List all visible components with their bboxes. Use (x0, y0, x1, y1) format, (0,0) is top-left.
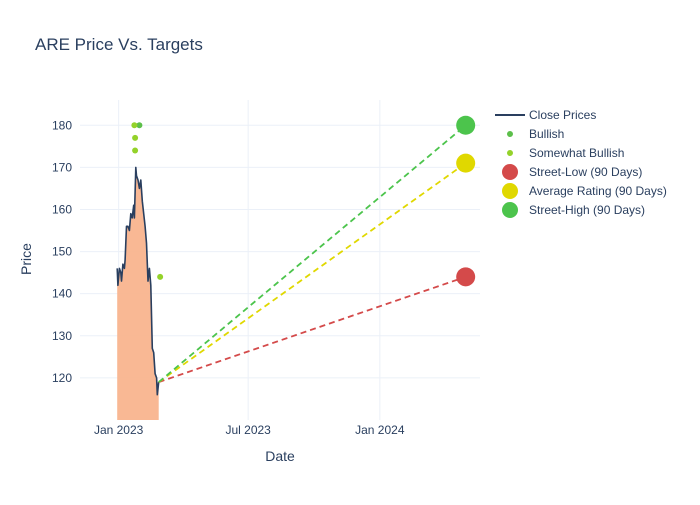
legend-item-label[interactable]: Close Prices (529, 108, 596, 122)
target-marker (456, 115, 476, 135)
target-marker (456, 153, 476, 173)
rating-marker (132, 147, 139, 154)
y-tick-label: 180 (52, 118, 72, 132)
x-tick-label: Jan 2024 (355, 423, 405, 437)
legend-item-label[interactable]: Average Rating (90 Days) (529, 184, 667, 198)
legend: Close Prices Bullish Somewhat Bullish Stree… (495, 108, 667, 218)
legend-item-label[interactable]: Bullish (529, 127, 564, 141)
axis-layer: 120 130 140 150 160 170 180 Jan 2023 Jul 2023 Jan… (52, 118, 405, 437)
x-axis-title: Date (265, 448, 295, 464)
y-tick-label: 150 (52, 245, 72, 259)
marker-layer (131, 115, 476, 287)
target-line (158, 275, 466, 383)
y-axis-title: Price (18, 243, 34, 275)
area-layer (117, 167, 159, 420)
legend-symbol (502, 183, 518, 199)
line-layer (116, 124, 467, 396)
rating-marker (132, 134, 139, 141)
legend-symbol (507, 150, 513, 156)
legend-item-label[interactable]: Street-High (90 Days) (529, 203, 645, 217)
y-tick-label: 170 (52, 160, 72, 174)
target-line (158, 124, 467, 383)
target-line (158, 162, 467, 383)
x-tick-label: Jan 2023 (94, 423, 144, 437)
legend-item-label[interactable]: Somewhat Bullish (529, 146, 624, 160)
y-tick-label: 160 (52, 202, 72, 216)
legend-symbol (502, 202, 518, 218)
close-price-area (117, 167, 159, 420)
target-marker (456, 267, 476, 287)
legend-item-label[interactable]: Street-Low (90 Days) (529, 165, 642, 179)
rating-marker (131, 122, 138, 129)
legend-symbol (507, 131, 513, 137)
y-tick-label: 130 (52, 329, 72, 343)
chart-title: ARE Price Vs. Targets (35, 35, 203, 54)
close-price-line (116, 166, 160, 396)
rating-marker (136, 122, 143, 129)
y-tick-label: 120 (52, 371, 72, 385)
y-tick-label: 140 (52, 287, 72, 301)
x-tick-label: Jul 2023 (225, 423, 271, 437)
legend-symbol (502, 164, 518, 180)
rating-marker (157, 273, 164, 280)
